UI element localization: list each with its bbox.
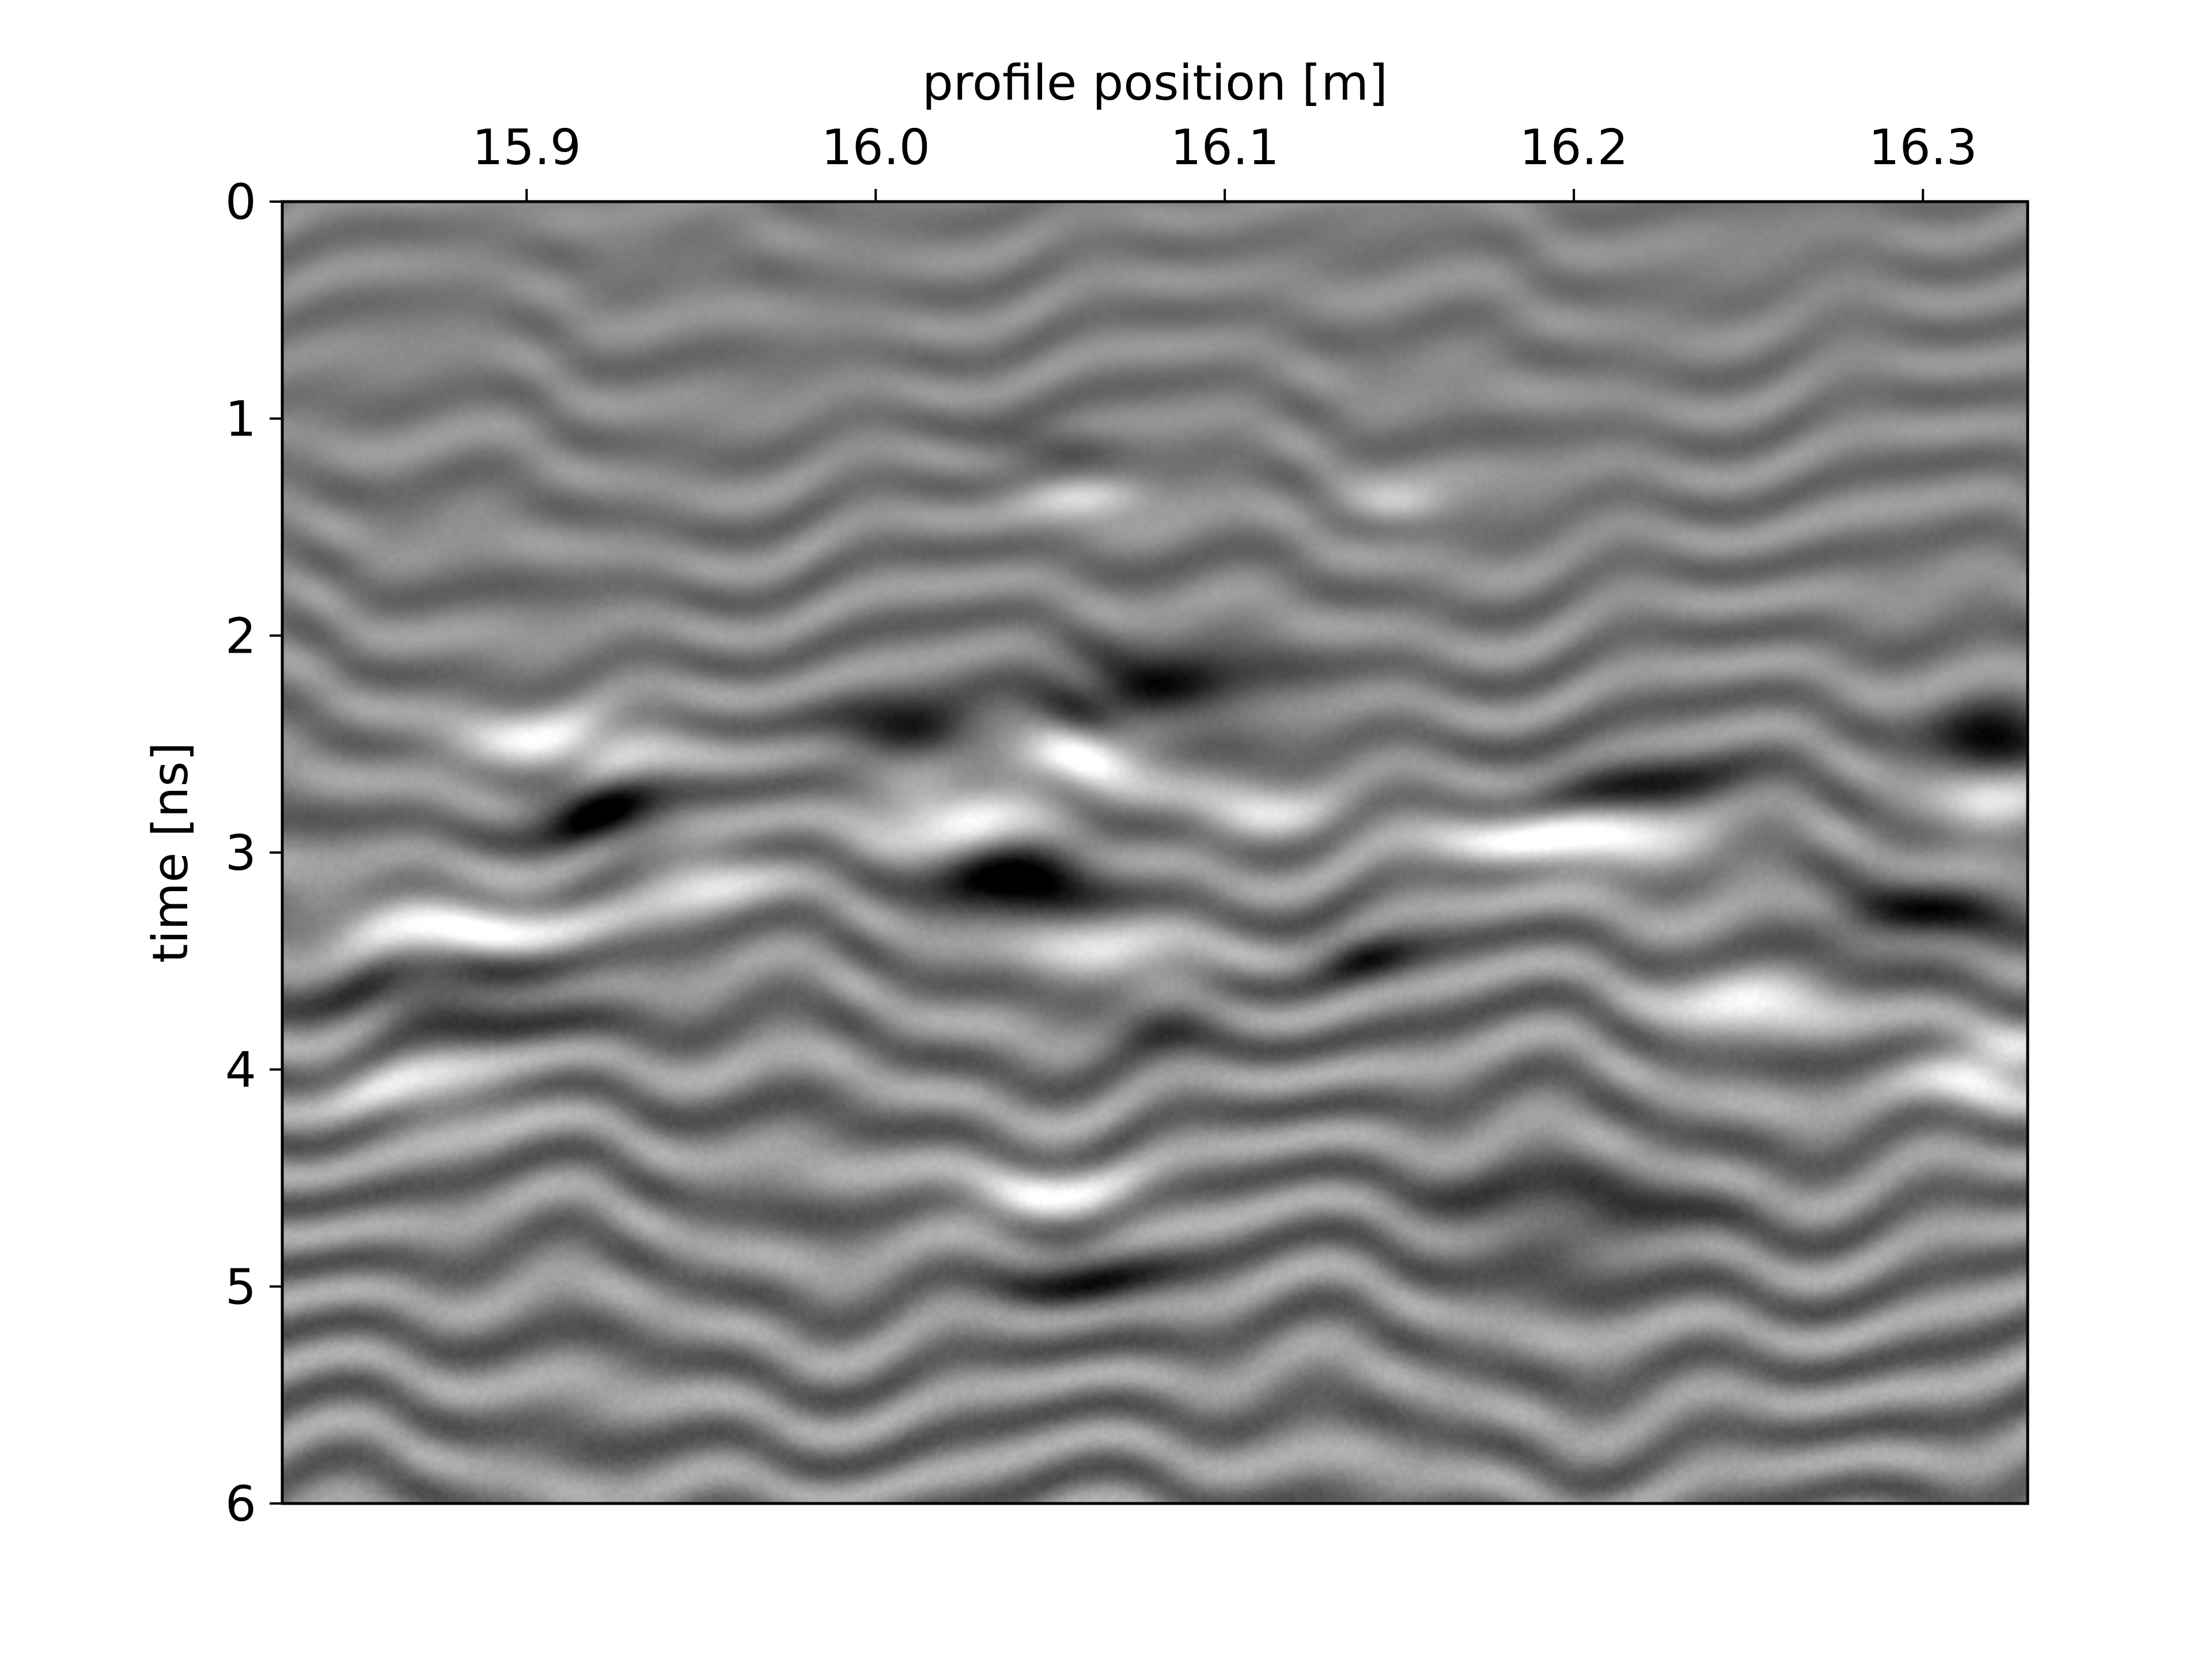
x-axis-top: 15.9 16.0 16.1 16.2 16.3: [472, 119, 1978, 202]
plot-area: [281, 200, 2029, 1505]
y-tick-label: 0: [225, 174, 256, 231]
y-tick-label: 6: [225, 1476, 256, 1533]
x-tick-label: 16.3: [1869, 119, 1978, 176]
x-tick-label: 15.9: [472, 119, 581, 176]
y-tick-label: 1: [225, 391, 256, 448]
x-tick-label: 16.0: [821, 119, 930, 176]
y-tick-label: 3: [225, 825, 256, 882]
radargram-heatmap: [282, 202, 2028, 1503]
y-tick-label: 4: [225, 1042, 256, 1099]
x-tick-label: 16.2: [1520, 119, 1628, 176]
y-tick-label: 2: [225, 608, 256, 665]
x-axis-label: profile position [m]: [922, 55, 1388, 112]
x-tick-label: 16.1: [1171, 119, 1279, 176]
y-axis-label: time [ns]: [142, 742, 199, 963]
y-axis-left: 0 1 2 3 4 5 6: [225, 174, 282, 1533]
y-tick-label: 5: [225, 1259, 256, 1316]
